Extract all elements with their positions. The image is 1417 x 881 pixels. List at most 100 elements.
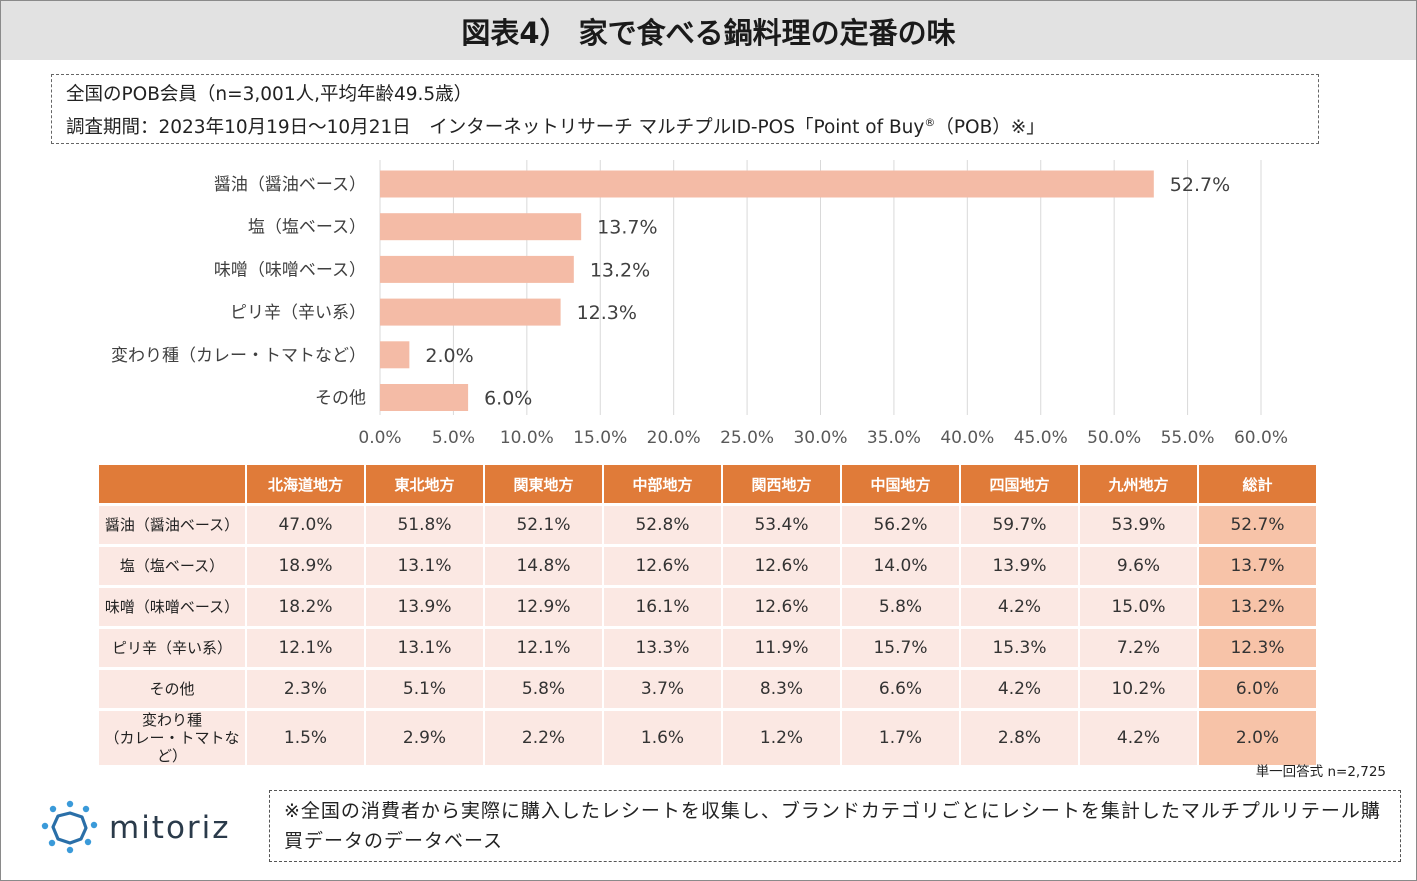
data-cell: 52.1% — [485, 506, 602, 544]
header-total: 総計 — [1199, 465, 1316, 503]
data-cell: 14.0% — [842, 547, 959, 585]
x-tick-label: 30.0% — [793, 428, 847, 448]
data-cell: 12.6% — [723, 547, 840, 585]
data-cell: 8.3% — [723, 670, 840, 708]
data-cell: 53.9% — [1080, 506, 1197, 544]
table-header-row: 北海道地方 東北地方 関東地方 中部地方 関西地方 中国地方 四国地方 九州地方 総計 — [99, 465, 1316, 503]
category-label: 味噌（味噌ベース） — [214, 260, 366, 280]
x-tick-label: 25.0% — [720, 428, 774, 448]
category-label: 醤油（醤油ベース） — [214, 175, 366, 195]
x-tick-label: 20.0% — [647, 428, 701, 448]
header-region: 関東地方 — [485, 465, 602, 503]
bar — [380, 213, 582, 241]
x-tick-label: 45.0% — [1014, 428, 1068, 448]
x-tick-label: 10.0% — [500, 428, 554, 448]
data-cell: 1.5% — [247, 711, 364, 765]
x-tick-label: 35.0% — [867, 428, 921, 448]
mitoriz-logo: mitoriz — [38, 798, 258, 858]
table-corner — [99, 465, 245, 503]
data-cell: 51.8% — [366, 506, 483, 544]
registered-mark: ® — [924, 116, 936, 129]
data-cell: 12.1% — [485, 629, 602, 667]
data-cell: 3.7% — [604, 670, 721, 708]
data-cell: 10.2% — [1080, 670, 1197, 708]
data-cell: 18.9% — [247, 547, 364, 585]
data-cell: 2.9% — [366, 711, 483, 765]
data-cell: 1.7% — [842, 711, 959, 765]
data-cell: 5.8% — [842, 588, 959, 626]
bar — [380, 255, 574, 283]
data-cell: 2.3% — [247, 670, 364, 708]
total-cell: 13.7% — [1199, 547, 1316, 585]
data-cell: 52.8% — [604, 506, 721, 544]
survey-info-line2-end: （POB）※」 — [935, 117, 1045, 139]
survey-info-line2: 調査期間：2023年10月19日～10月21日 インターネットリサーチ マルチプ… — [66, 109, 1304, 142]
data-cell: 11.9% — [723, 629, 840, 667]
data-cell: 59.7% — [961, 506, 1078, 544]
header-region: 中部地方 — [604, 465, 721, 503]
bar — [380, 384, 469, 411]
row-label: 塩（塩ベース） — [99, 547, 245, 585]
table-row: 塩（塩ベース） 18.9% 13.1% 14.8% 12.6% 12.6% 14.0% 13.… — [99, 547, 1316, 585]
x-tick-label: 0.0% — [358, 428, 401, 448]
x-tick-label: 55.0% — [1161, 428, 1215, 448]
header-region: 四国地方 — [961, 465, 1078, 503]
x-tick-label: 15.0% — [573, 428, 627, 448]
x-tick-label: 40.0% — [940, 428, 994, 448]
row-label: その他 — [99, 670, 245, 708]
data-cell: 5.1% — [366, 670, 483, 708]
data-cell: 14.8% — [485, 547, 602, 585]
row-label: ピリ辛（辛い系） — [99, 629, 245, 667]
header-region: 関西地方 — [723, 465, 840, 503]
table-row: ピリ辛（辛い系） 12.1% 13.1% 12.1% 13.3% 11.9% 15.7% 15… — [99, 629, 1316, 667]
table-row: 味噌（味噌ベース） 18.2% 13.9% 12.9% 16.1% 12.6% 5.8% 4.… — [99, 588, 1316, 626]
table-row: 醤油（醤油ベース） 47.0% 51.8% 52.1% 52.8% 53.4% 56.2% 5… — [99, 506, 1316, 544]
figure-title: 図表4） 家で食べる鍋料理の定番の味 — [1, 1, 1416, 60]
data-cell: 4.2% — [961, 670, 1078, 708]
header-region: 東北地方 — [366, 465, 483, 503]
data-cell: 47.0% — [247, 506, 364, 544]
data-cell: 13.1% — [366, 629, 483, 667]
x-tick-label: 5.0% — [432, 428, 475, 448]
category-label: その他 — [315, 389, 366, 409]
total-cell: 13.2% — [1199, 588, 1316, 626]
data-cell: 5.8% — [485, 670, 602, 708]
data-cell: 13.9% — [961, 547, 1078, 585]
data-cell: 13.1% — [366, 547, 483, 585]
data-cell: 4.2% — [961, 588, 1078, 626]
row-label: 変わり種 （カレー・トマトなど） — [99, 711, 245, 765]
survey-info-line2-text: 調査期間：2023年10月19日～10月21日 インターネットリサーチ マルチプ… — [66, 117, 925, 139]
total-cell: 6.0% — [1199, 670, 1316, 708]
bar-chart: 0.0% 5.0% 10.0% 15.0% 20.0% 25.0% 30.0% 35.0% 40… — [111, 160, 1288, 448]
data-cell: 2.8% — [961, 711, 1078, 765]
x-tick-label: 60.0% — [1234, 428, 1288, 448]
data-cell: 15.3% — [961, 629, 1078, 667]
data-label: 2.0% — [425, 345, 473, 367]
data-cell: 15.0% — [1080, 588, 1197, 626]
sample-size-note: 単一回答式 n=2,725 — [1255, 764, 1386, 780]
data-cell: 12.6% — [604, 547, 721, 585]
data-cell: 2.2% — [485, 711, 602, 765]
data-cell: 12.6% — [723, 588, 840, 626]
table-row: 変わり種 （カレー・トマトなど） 1.5% 2.9% 2.2% 1.6% 1.2% 1.7% 2… — [99, 711, 1316, 765]
data-cell: 56.2% — [842, 506, 959, 544]
total-cell: 12.3% — [1199, 629, 1316, 667]
data-cell: 13.3% — [604, 629, 721, 667]
data-cell: 7.2% — [1080, 629, 1197, 667]
data-label: 13.2% — [590, 259, 650, 281]
row-label-sub: （カレー・トマトなど） — [104, 729, 240, 765]
logo-text: mitoriz — [109, 810, 231, 846]
data-cell: 12.9% — [485, 588, 602, 626]
footnote-box: ※全国の消費者から実際に購入したレシートを収集し、ブランドカテゴリごとにレシート… — [269, 790, 1401, 862]
header-region: 北海道地方 — [247, 465, 364, 503]
bar — [380, 170, 1154, 198]
data-cell: 15.7% — [842, 629, 959, 667]
data-label: 13.7% — [597, 217, 657, 239]
row-label: 醤油（醤油ベース） — [99, 506, 245, 544]
header-region: 中国地方 — [842, 465, 959, 503]
total-cell: 2.0% — [1199, 711, 1316, 765]
region-table: 北海道地方 東北地方 関東地方 中部地方 関西地方 中国地方 四国地方 九州地方 総計 醤油（醤… — [97, 462, 1318, 768]
bar — [380, 298, 561, 326]
data-label: 52.7% — [1170, 174, 1230, 196]
total-cell: 52.7% — [1199, 506, 1316, 544]
